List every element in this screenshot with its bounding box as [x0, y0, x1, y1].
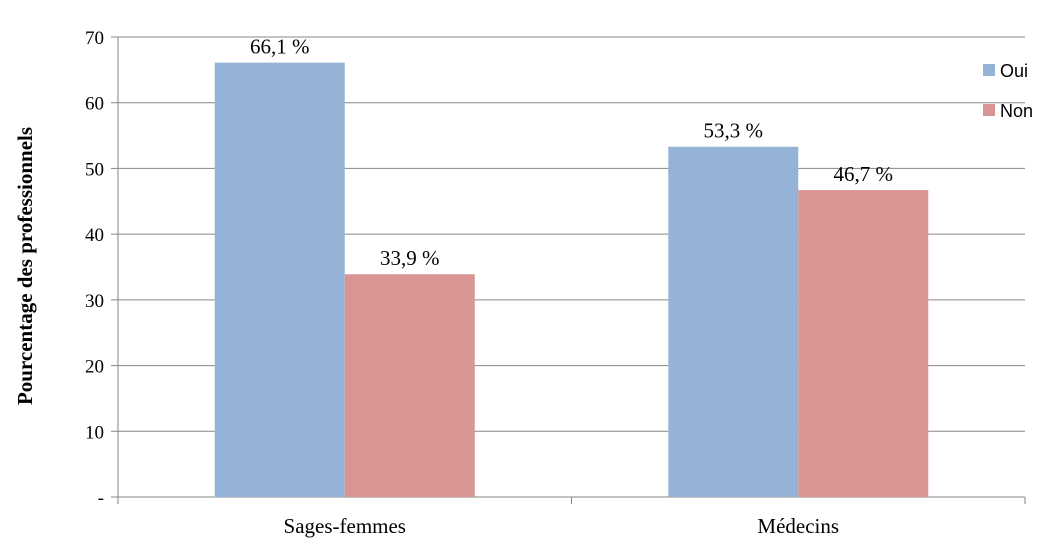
- data-label: 53,3 %: [704, 119, 764, 143]
- data-label: 66,1 %: [250, 35, 310, 59]
- y-tick-label: 10: [85, 422, 104, 443]
- data-labels: 66,1 % 33,9 % 53,3 % 46,7 %: [250, 35, 893, 271]
- data-label: 46,7 %: [834, 162, 894, 186]
- y-axis-title: Pourcentage des professionnels: [13, 127, 37, 405]
- bar-oui-2: [668, 146, 799, 497]
- bar-non-1: [344, 274, 475, 497]
- legend-label-non: Non: [1000, 101, 1033, 121]
- y-tick-label: -: [98, 488, 104, 509]
- bar-non-2: [798, 190, 929, 497]
- y-tick-label: 60: [85, 94, 104, 115]
- bar-oui-1: [214, 62, 345, 497]
- legend: Oui Non: [983, 61, 1033, 121]
- x-category-label: Sages-femmes: [284, 514, 406, 538]
- x-category-label: Médecins: [757, 514, 839, 538]
- legend-label-oui: Oui: [1000, 61, 1028, 81]
- legend-swatch-non: [983, 104, 995, 116]
- y-tick-label: 20: [85, 357, 104, 378]
- y-tick-label: 70: [85, 28, 104, 49]
- data-label: 33,9 %: [380, 246, 440, 270]
- y-tick-label: 50: [85, 159, 104, 180]
- bars: [214, 62, 929, 497]
- legend-swatch-oui: [983, 64, 995, 76]
- y-tick-label: 40: [85, 225, 104, 246]
- y-tick-label: 30: [85, 291, 104, 312]
